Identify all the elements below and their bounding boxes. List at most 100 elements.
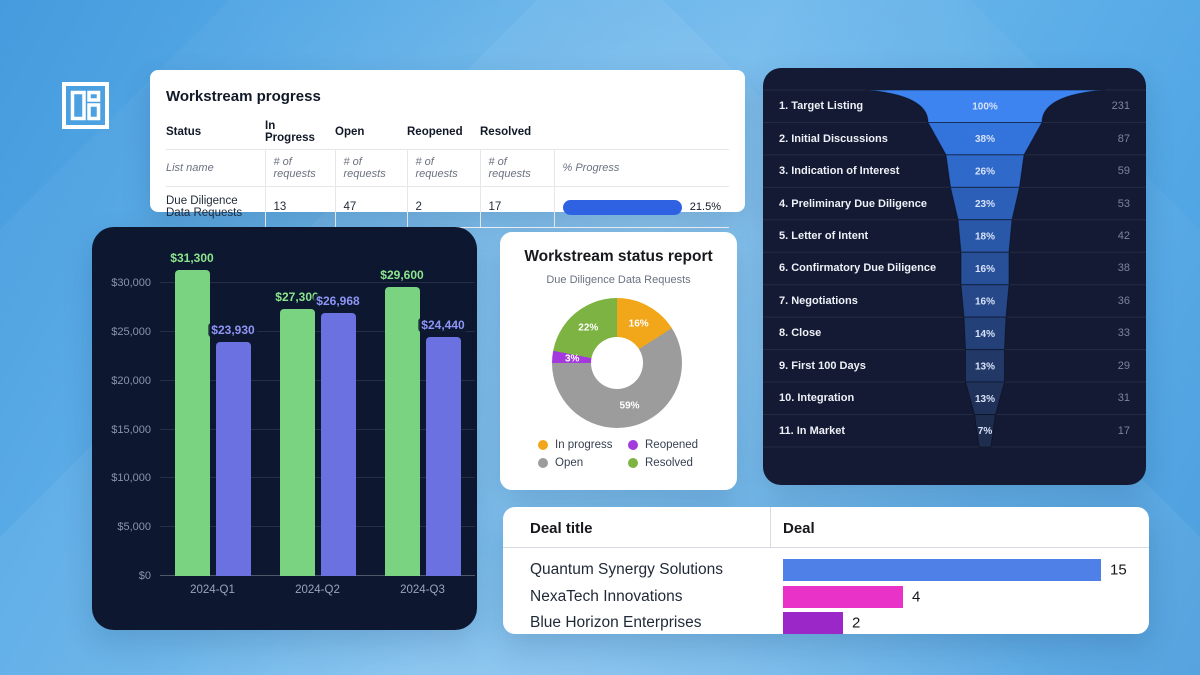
y-tick-label: $25,000 xyxy=(111,325,151,338)
col-deal-title: Deal title xyxy=(530,520,593,537)
bar xyxy=(174,270,210,576)
col-deal: Deal xyxy=(783,520,815,537)
grid-line xyxy=(160,282,475,284)
donut-slice-label: 22% xyxy=(578,322,599,334)
donut-legend: In progress Reopened Open Resolved xyxy=(538,439,718,469)
legend-dot xyxy=(628,458,638,468)
bar-value-label: $24,440 xyxy=(418,318,468,333)
col-reopened: Reopened xyxy=(407,115,480,150)
funnel-chart: 100% 38% 26% 23% 18% 16% 16% 14% 13% 13% 7% xyxy=(763,89,1146,448)
card-title: Workstream progress xyxy=(166,88,321,105)
subheader-requests-2: # of requests xyxy=(334,149,407,187)
x-tick-label: 2024-Q2 xyxy=(295,584,340,596)
legend-item: Reopened xyxy=(628,439,718,451)
funnel-stage-percent: 7% xyxy=(978,426,993,437)
subheader-requests-1: # of requests xyxy=(264,149,335,187)
cell-list-name: Due Diligence Data Requests xyxy=(166,186,265,228)
y-tick-label: $5,000 xyxy=(117,521,151,534)
funnel-stage-percent: 14% xyxy=(975,329,995,340)
y-tick-label: $0 xyxy=(138,570,151,582)
bar xyxy=(215,342,251,576)
funnel-stage-percent: 23% xyxy=(975,199,995,210)
x-axis-line xyxy=(160,575,475,576)
grid-line xyxy=(160,477,475,479)
progress-bar xyxy=(562,199,682,215)
donut-slice-label: 3% xyxy=(564,353,580,365)
deal-value: 15 xyxy=(1110,561,1127,579)
bar-value-label: $29,600 xyxy=(377,268,427,283)
legend-item: Resolved xyxy=(628,457,718,469)
card-title: Workstream status report xyxy=(524,248,713,265)
donut-slice-label: 16% xyxy=(628,318,649,330)
grid-line xyxy=(160,330,475,332)
cell-reopened: 2 xyxy=(406,186,480,228)
bar xyxy=(384,287,420,576)
deal-row: NexaTech Innovations 4 xyxy=(503,585,1149,609)
app-logo xyxy=(62,82,109,129)
subheader-progress: % Progress xyxy=(553,149,729,187)
x-tick-label: 2024-Q3 xyxy=(400,584,445,596)
bar xyxy=(425,337,461,576)
legend-dot xyxy=(538,440,548,450)
bar xyxy=(279,309,315,576)
legend-item: In progress xyxy=(538,439,628,451)
funnel-stage-percent: 18% xyxy=(975,232,995,243)
deal-bar xyxy=(783,585,903,608)
workstream-table: Status In Progress Open Reopened Resolve… xyxy=(166,115,729,228)
cell-resolved: 17 xyxy=(479,186,554,228)
grid-logo-icon xyxy=(62,82,109,129)
deal-title: NexaTech Innovations xyxy=(530,587,683,605)
deal-table-card: Deal title Deal Quantum Synergy Solution… xyxy=(503,507,1149,634)
deal-title: Blue Horizon Enterprises xyxy=(530,614,702,631)
funnel-stage-percent: 16% xyxy=(975,296,995,307)
workstream-progress-card: Workstream progress Status In Progress O… xyxy=(150,70,745,228)
y-tick-label: $30,000 xyxy=(111,277,151,290)
legend-dot xyxy=(628,440,638,450)
legend-label: Reopened xyxy=(645,439,699,451)
bar xyxy=(320,312,356,576)
donut-hole xyxy=(591,337,643,389)
card-subtitle: Due Diligence Data Requests xyxy=(546,274,691,286)
bar-value-label: $26,968 xyxy=(313,293,363,308)
legend-dot xyxy=(538,458,548,468)
funnel-stage-percent: 100% xyxy=(972,102,998,113)
table-header-row: Status In Progress Open Reopened Resolve… xyxy=(166,115,729,150)
y-tick-label: $15,000 xyxy=(111,423,151,436)
deal-value: 4 xyxy=(912,588,921,605)
workstream-status-card: Workstream status report Due Diligence D… xyxy=(500,232,737,490)
bar-chart-plot: $0 $5,000 $10,000 $15,000 $20,000 $25,000 $30,… xyxy=(111,251,475,596)
deal-row: Blue Horizon Enterprises 2 xyxy=(503,611,1149,634)
grid-line xyxy=(160,379,475,381)
legend-item: Open xyxy=(538,457,628,469)
cell-open: 47 xyxy=(334,186,407,228)
col-in-progress: In Progress xyxy=(265,115,335,150)
col-status: Status xyxy=(166,115,265,150)
bar-value-label: $27,300 xyxy=(272,290,322,305)
deal-title: Quantum Synergy Solutions xyxy=(530,561,723,578)
deal-row: Quantum Synergy Solutions 15 xyxy=(503,558,1149,582)
legend-label: Open xyxy=(555,457,584,469)
cell-in-progress: 13 xyxy=(264,186,335,228)
bar-value-label: $31,300 xyxy=(167,251,217,266)
legend-label: In progress xyxy=(555,439,613,451)
deal-bar xyxy=(783,559,1101,581)
deal-value: 2 xyxy=(852,614,861,632)
grid-line xyxy=(160,428,475,430)
table-row: Due Diligence Data Requests 13 47 2 17 2… xyxy=(166,186,729,228)
deal-bar xyxy=(783,612,843,634)
funnel-stage-shape xyxy=(973,414,997,448)
quarterly-bar-chart-card: $0 $5,000 $10,000 $15,000 $20,000 $25,000 $30,… xyxy=(92,227,477,630)
funnel-stage-percent: 38% xyxy=(975,134,995,145)
col-open: Open xyxy=(335,115,407,150)
funnel-stage-percent: 16% xyxy=(975,264,995,275)
col-progress xyxy=(554,115,729,150)
bar-value-label: $23,930 xyxy=(208,323,258,338)
donut-slice-label: 59% xyxy=(619,400,640,412)
deal-pipeline-funnel-card: 100% 38% 26% 23% 18% 16% 16% 14% 13% 13% 7% 1. Tar… xyxy=(763,68,1146,485)
subheader-list-name: List name xyxy=(166,149,265,187)
y-tick-label: $10,000 xyxy=(111,472,151,485)
subheader-requests-4: # of requests xyxy=(479,149,554,187)
funnel-stage-percent: 26% xyxy=(975,167,995,178)
table-subheader-row: List name # of requests # of requests # … xyxy=(166,149,729,187)
